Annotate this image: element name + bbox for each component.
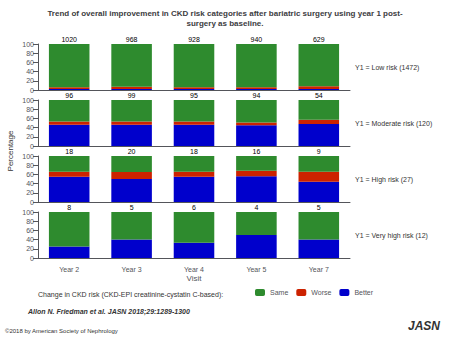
svg-text:100: 100 <box>22 41 34 48</box>
svg-text:0: 0 <box>30 255 34 262</box>
svg-text:40: 40 <box>26 236 34 243</box>
svg-text:99: 99 <box>128 92 136 99</box>
svg-text:40: 40 <box>26 124 34 131</box>
svg-text:60: 60 <box>26 171 34 178</box>
svg-text:9: 9 <box>317 148 321 155</box>
svg-text:968: 968 <box>126 36 138 43</box>
svg-text:6: 6 <box>192 204 196 211</box>
svg-text:80: 80 <box>26 106 34 113</box>
svg-text:Trend of overall improvement i: Trend of overall improvement in CKD risk… <box>47 9 403 18</box>
svg-text:Year 3: Year 3 <box>122 266 142 273</box>
svg-text:Y1 = Low risk (1472): Y1 = Low risk (1472) <box>355 64 419 72</box>
svg-text:100: 100 <box>22 153 34 160</box>
svg-text:5: 5 <box>317 204 321 211</box>
svg-text:60: 60 <box>26 59 34 66</box>
svg-text:16: 16 <box>253 148 261 155</box>
svg-text:20: 20 <box>128 148 136 155</box>
svg-text:8: 8 <box>67 204 71 211</box>
svg-text:JASN: JASN <box>408 319 440 333</box>
svg-text:20: 20 <box>26 189 34 196</box>
svg-text:Better: Better <box>354 289 373 296</box>
svg-text:54: 54 <box>315 92 323 99</box>
svg-text:18: 18 <box>190 148 198 155</box>
svg-text:60: 60 <box>26 115 34 122</box>
svg-text:surgery as baseline.: surgery as baseline. <box>187 19 264 28</box>
svg-text:940: 940 <box>251 36 263 43</box>
svg-text:1020: 1020 <box>61 36 77 43</box>
svg-text:Allon N. Friedman et al. JASN: Allon N. Friedman et al. JASN 2018;29:12… <box>27 308 190 316</box>
svg-text:©2018 by American Society of N: ©2018 by American Society of Nephrology <box>5 328 118 334</box>
svg-text:18: 18 <box>65 148 73 155</box>
svg-text:Year 2: Year 2 <box>59 266 79 273</box>
svg-text:Year 7: Year 7 <box>309 266 329 273</box>
svg-text:40: 40 <box>26 68 34 75</box>
svg-text:80: 80 <box>26 218 34 225</box>
svg-text:629: 629 <box>313 36 325 43</box>
svg-text:Worse: Worse <box>311 289 331 296</box>
svg-text:5: 5 <box>130 204 134 211</box>
svg-text:20: 20 <box>26 77 34 84</box>
svg-text:Y1 = High risk (27): Y1 = High risk (27) <box>355 176 413 184</box>
svg-text:Y1 = Moderate risk (120): Y1 = Moderate risk (120) <box>355 120 432 128</box>
svg-text:80: 80 <box>26 162 34 169</box>
svg-text:Year 5: Year 5 <box>246 266 266 273</box>
svg-text:0: 0 <box>30 143 34 150</box>
svg-text:40: 40 <box>26 180 34 187</box>
svg-text:20: 20 <box>26 245 34 252</box>
svg-text:0: 0 <box>30 87 34 94</box>
svg-text:0: 0 <box>30 199 34 206</box>
svg-text:95: 95 <box>190 92 198 99</box>
svg-text:20: 20 <box>26 133 34 140</box>
svg-text:Change in CKD risk (CKD-EPI cr: Change in CKD risk (CKD-EPI creatinine-c… <box>38 291 223 299</box>
svg-text:Year 4: Year 4 <box>184 266 204 273</box>
svg-text:94: 94 <box>253 92 261 99</box>
svg-text:Visit: Visit <box>187 274 203 283</box>
svg-text:928: 928 <box>188 36 200 43</box>
svg-text:60: 60 <box>26 227 34 234</box>
svg-text:Same: Same <box>270 289 288 296</box>
svg-text:96: 96 <box>65 92 73 99</box>
svg-text:4: 4 <box>254 204 258 211</box>
svg-text:Percentage: Percentage <box>6 130 15 171</box>
svg-text:100: 100 <box>22 97 34 104</box>
svg-text:80: 80 <box>26 50 34 57</box>
svg-text:100: 100 <box>22 209 34 216</box>
svg-text:Y1 = Very high risk (12): Y1 = Very high risk (12) <box>355 232 428 240</box>
